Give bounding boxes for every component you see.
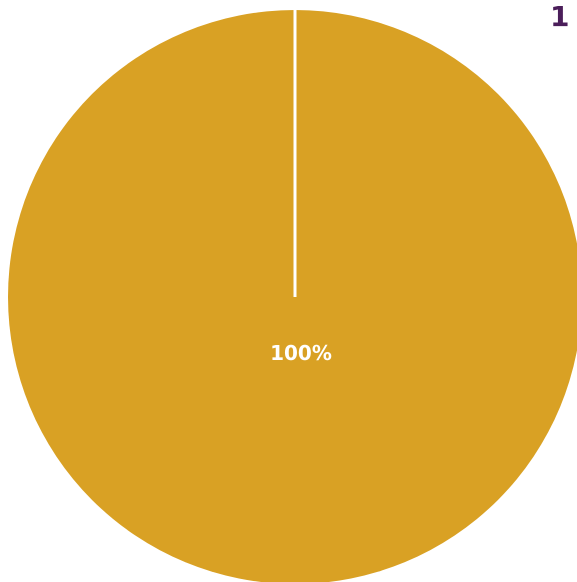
pie-slice-label: 100% xyxy=(270,341,332,365)
pie-slice xyxy=(8,10,577,582)
legend-item-number: 1 xyxy=(550,0,570,33)
